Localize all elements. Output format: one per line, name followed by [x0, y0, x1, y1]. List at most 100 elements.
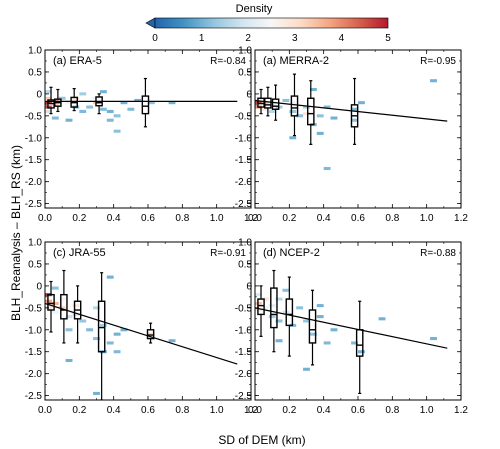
- box-plot: [264, 86, 272, 117]
- y-tick-label: -1.5: [235, 347, 253, 358]
- colorbar-tick-label: 0: [152, 33, 158, 44]
- y-tick-label: -1.0: [235, 133, 253, 144]
- box-plot: [73, 285, 82, 344]
- y-tick-label: -2.5: [235, 391, 253, 402]
- y-tick-label: -0.5: [25, 111, 43, 122]
- colorbar-tick-label: 2: [245, 33, 251, 44]
- density-cell: [351, 118, 358, 122]
- box-plot: [97, 272, 106, 400]
- y-tick-label: -0.5: [235, 303, 253, 314]
- density-cell: [93, 306, 100, 310]
- x-tick-label: 0.4: [107, 405, 121, 416]
- density-cell: [72, 312, 80, 316]
- x-tick-label: 0.0: [38, 405, 52, 416]
- x-tick-label: 0.6: [141, 213, 155, 224]
- density-cell: [316, 304, 324, 308]
- x-axis-title: SD of DEM (km): [218, 433, 305, 447]
- panel-frame: [44, 49, 252, 209]
- y-tick-label: -2.0: [235, 369, 253, 380]
- panel-plot-area: [45, 77, 238, 133]
- density-cell: [323, 105, 331, 109]
- density-cell: [93, 391, 100, 395]
- y-tick-label: -1.5: [25, 155, 43, 166]
- colorbar-title: Density: [236, 3, 273, 15]
- density-cell: [275, 297, 283, 301]
- colorbar-tick-label: 5: [385, 33, 391, 44]
- y-tick-label: -1.5: [25, 347, 43, 358]
- y-tick-label: -1.0: [235, 325, 253, 336]
- density-cell: [275, 319, 283, 323]
- density-cell: [51, 286, 59, 290]
- density-cell: [261, 306, 269, 310]
- box-plot: [54, 88, 62, 113]
- box-iqr: [95, 96, 103, 107]
- x-tick-label: 1.2: [244, 213, 258, 224]
- box-iqr: [308, 309, 317, 344]
- density-cell: [134, 98, 142, 103]
- y-tick-label: 0.5: [238, 67, 252, 78]
- density-cell: [65, 358, 73, 363]
- box-plot: [355, 300, 364, 395]
- x-tick-label: 0.8: [175, 213, 189, 224]
- panel-title: (a) ERA-5: [53, 55, 102, 67]
- y-tick-label: -0.5: [235, 111, 253, 122]
- density-cell: [303, 112, 310, 116]
- y-tick-label: 0: [246, 281, 252, 292]
- density-cell: [58, 297, 66, 301]
- density-cell: [316, 315, 324, 319]
- density-cell: [113, 332, 121, 336]
- panel-title: (d) NCEP-2: [263, 247, 320, 259]
- density-cell: [65, 315, 73, 319]
- box-plot: [290, 73, 299, 137]
- box-iqr: [290, 95, 299, 117]
- density-cell: [268, 304, 276, 308]
- density-cell: [275, 339, 283, 343]
- density-cell: [323, 166, 331, 171]
- box-iqr: [271, 98, 280, 110]
- density-cell: [351, 341, 358, 345]
- density-cell: [65, 101, 73, 105]
- box-plot: [271, 84, 280, 121]
- density-cell: [51, 310, 59, 314]
- density-cell: [72, 96, 80, 100]
- panel-plot-area: [255, 73, 448, 171]
- box-plot: [308, 289, 317, 366]
- x-tick-label: 0.6: [351, 213, 365, 224]
- density-cell: [86, 328, 94, 332]
- box-iqr: [285, 298, 294, 327]
- box-iqr: [257, 298, 265, 316]
- y-tick-label: -2.5: [25, 199, 43, 210]
- density-cell: [303, 105, 310, 109]
- regression-line: [45, 302, 238, 365]
- density-cell: [79, 319, 87, 323]
- x-tick-label: 0.8: [175, 405, 189, 416]
- density-cell: [378, 317, 386, 321]
- x-tick-label: 0.4: [317, 405, 331, 416]
- x-tick-label: 0.6: [141, 405, 155, 416]
- density-cell: [99, 90, 107, 94]
- density-cell: [79, 109, 87, 113]
- density-cell: [309, 332, 317, 336]
- y-tick-label: -2.0: [25, 369, 43, 380]
- density-cell: [106, 341, 114, 345]
- density-cell: [168, 339, 176, 343]
- box-iqr: [60, 293, 68, 320]
- density-cell: [316, 131, 324, 135]
- y-tick-label: -2.0: [25, 177, 43, 188]
- box-plot: [47, 280, 55, 333]
- y-tick-label: -1.0: [25, 325, 43, 336]
- density-cell: [303, 367, 310, 371]
- density-cell: [255, 293, 262, 297]
- x-tick-label: 0.2: [282, 213, 296, 224]
- x-tick-label: 0.4: [317, 213, 331, 224]
- y-axis-title: BLH_Reanalysis – BLH_RS (km): [9, 145, 23, 321]
- box-iqr: [97, 300, 106, 353]
- density-cell: [282, 98, 290, 103]
- density-cell: [45, 109, 52, 113]
- density-cell: [99, 107, 107, 111]
- x-tick-label: 1.2: [454, 213, 468, 224]
- box-plot: [60, 269, 68, 344]
- y-tick-label: 0: [36, 281, 42, 292]
- density-cell: [316, 114, 324, 118]
